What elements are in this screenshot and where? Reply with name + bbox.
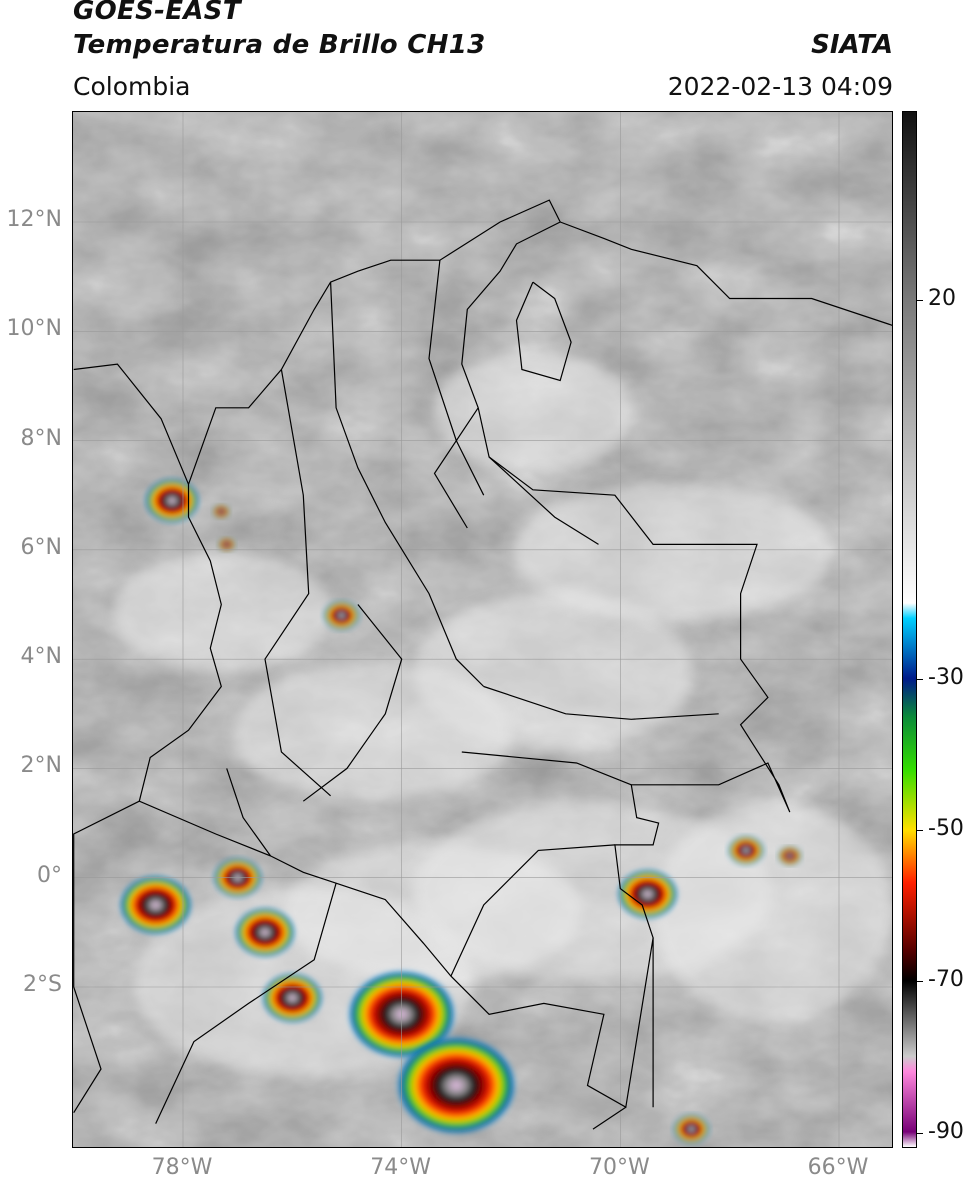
convective-cell — [673, 1114, 710, 1144]
border-line — [559, 221, 892, 326]
cloud-band — [513, 482, 833, 622]
border-line — [483, 685, 719, 720]
colorbar-tick-label: -30 — [928, 664, 964, 690]
border-line — [450, 844, 615, 977]
satellite-title: GOES-EAST — [73, 0, 241, 26]
lat-tick-label: 2°N — [20, 753, 62, 779]
border-line — [488, 456, 599, 545]
lat-tick-label: 12°N — [6, 207, 62, 232]
colorbar-tick — [917, 678, 923, 680]
convective-cell — [217, 537, 236, 552]
colorbar-tick — [917, 1132, 923, 1134]
colorbar-tick-label: -50 — [928, 816, 964, 842]
lon-tick-label: 74°W — [370, 1155, 432, 1180]
colorbar-tick-label: 20 — [928, 286, 956, 312]
colorbar-tick — [917, 830, 923, 832]
lat-tick-label: 4°N — [20, 644, 62, 670]
colorbar-tick-label: -70 — [928, 967, 964, 993]
border-line — [592, 1106, 627, 1130]
lat-tick-label: 2°S — [23, 972, 62, 997]
convective-cell — [212, 504, 231, 519]
agency-label: SIATA — [811, 30, 893, 60]
colorbar-tick — [917, 981, 923, 983]
colorbar-tick-label: -90 — [928, 1118, 964, 1144]
map-canvas — [73, 112, 892, 1147]
convective-cell — [777, 846, 802, 866]
convective-cell — [119, 875, 192, 935]
admin-borders — [73, 199, 892, 1130]
cloud-band — [433, 352, 633, 472]
region-label: Colombia — [73, 72, 191, 101]
convective-cell — [145, 478, 200, 523]
product-title: Temperatura de Brillo CH13 — [73, 30, 486, 60]
cloud-band — [113, 552, 333, 672]
convective-cell — [234, 907, 296, 957]
convective-cell — [396, 1036, 517, 1135]
border-line — [330, 282, 485, 687]
border-line — [73, 363, 190, 485]
border-line — [73, 800, 140, 1114]
border-line — [433, 407, 479, 529]
convective-cells — [119, 478, 802, 1144]
lat-tick-label: 6°N — [20, 534, 62, 560]
lon-tick-label: 78°W — [151, 1155, 213, 1180]
border-line — [428, 260, 485, 496]
lat-tick-label: 0° — [37, 862, 62, 888]
convective-cell — [728, 835, 765, 866]
colorbar — [902, 111, 917, 1148]
convective-cell — [323, 600, 360, 631]
border-line — [226, 768, 271, 857]
convective-cell — [617, 869, 678, 919]
lon-tick-label: 70°W — [588, 1155, 650, 1180]
graticule — [73, 112, 892, 1147]
lon-tick-label: 66°W — [807, 1155, 869, 1180]
lat-tick-label: 8°N — [20, 425, 62, 451]
satellite-map[interactable] — [72, 111, 893, 1148]
border-line — [515, 281, 572, 382]
lat-tick-label: 10°N — [6, 316, 62, 342]
border-line — [138, 199, 791, 1109]
border-line — [264, 369, 331, 797]
convective-cell — [262, 973, 323, 1023]
border-line — [302, 604, 403, 802]
cloud-band — [653, 802, 892, 1022]
colorbar-tick — [917, 300, 923, 302]
border-line — [461, 751, 632, 786]
timestamp-label: 2022-02-13 04:09 — [667, 72, 893, 101]
border-line — [155, 883, 337, 1124]
